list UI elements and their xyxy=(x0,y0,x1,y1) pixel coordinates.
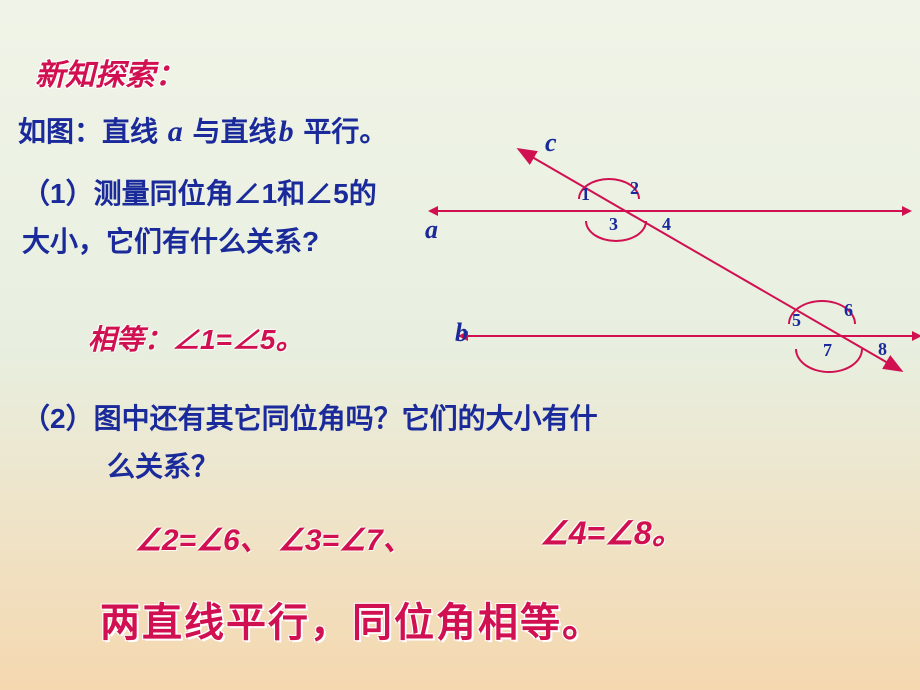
parallel-lines-diagram: a b c 1 2 3 4 5 6 7 8 xyxy=(430,130,920,370)
angle-7: 7 xyxy=(823,340,832,361)
angle-5: 5 xyxy=(792,310,801,331)
transversal-line xyxy=(520,150,900,370)
q1-line2: 大小，它们有什么关系? xyxy=(22,226,319,257)
q2-line1: （2）图中还有其它同位角吗？它们的大小有什 xyxy=(22,403,598,434)
q2-line2: 么关系？ xyxy=(22,443,598,491)
section-title: 新知探索： xyxy=(35,50,185,94)
angle-8: 8 xyxy=(878,339,887,360)
line-c-transversal xyxy=(430,130,920,370)
conclusion-text: 两直线平行，同位角相等。 xyxy=(100,590,604,648)
q1-line1: （1）测量同位角∠1和∠5的 xyxy=(22,178,377,209)
angle-4: 4 xyxy=(662,214,671,235)
angle-2: 2 xyxy=(630,178,639,199)
angle-1: 1 xyxy=(581,184,590,205)
label-line-a: a xyxy=(425,215,438,245)
angle-6: 6 xyxy=(844,300,853,321)
intro-var-b: b xyxy=(277,115,296,148)
question-1: （1）测量同位角∠1和∠5的 大小，它们有什么关系? xyxy=(22,170,377,265)
answer-2a: ∠2=∠6、 ∠3=∠7、 xyxy=(135,515,413,559)
intro-post: 平行。 xyxy=(296,116,388,147)
label-line-b: b xyxy=(455,318,468,348)
angle-3: 3 xyxy=(609,214,618,235)
intro-mid: 与直线 xyxy=(185,116,277,147)
label-line-c: c xyxy=(545,128,557,158)
question-2: （2）图中还有其它同位角吗？它们的大小有什 么关系？ xyxy=(22,395,598,490)
answer-2b: ∠4=∠8。 xyxy=(540,508,684,554)
intro-pre: 如图：直线 xyxy=(18,116,166,147)
intro-var-a: a xyxy=(166,115,185,148)
intro-text: 如图：直线 a 与直线b 平行。 xyxy=(18,110,387,150)
answer-1: 相等：∠1=∠5。 xyxy=(88,318,304,358)
